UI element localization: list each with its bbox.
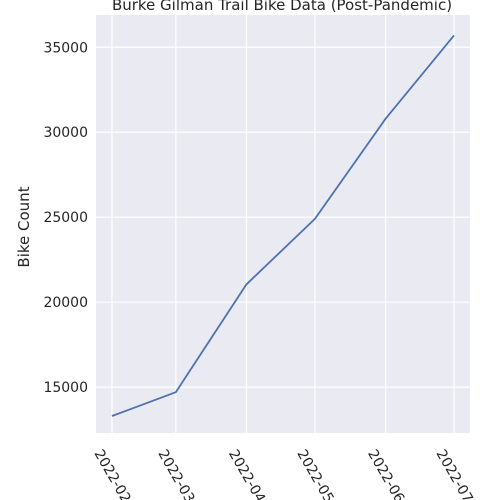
- y-tick-label-1: 20000: [43, 295, 88, 311]
- grid-lines: [96, 15, 470, 433]
- series-layer: [111, 34, 455, 417]
- y-tick-label-2: 25000: [43, 210, 88, 226]
- x-tick-label-0: 2022-02: [90, 447, 133, 500]
- plot-area: [96, 15, 470, 433]
- chart-title: Burke Gilman Trail Bike Data (Post-Pande…: [112, 0, 452, 14]
- x-tick-label-1: 2022-03: [154, 447, 197, 500]
- x-tick-label-5: 2022-07: [433, 447, 476, 500]
- y-tick-label-0: 15000: [43, 380, 88, 396]
- x-tick-label-2: 2022-04: [225, 447, 268, 500]
- series-line-0: [111, 34, 455, 417]
- y-tick-label-4: 35000: [43, 40, 88, 56]
- y-tick-labels: 15000 20000 25000 30000 35000: [43, 40, 88, 396]
- y-tick-label-3: 30000: [43, 125, 88, 141]
- y-axis-label: Bike Count: [15, 186, 33, 267]
- x-tick-labels: 2022-02 2022-03 2022-04 2022-05 2022-06 2022-…: [90, 447, 475, 500]
- x-tick-label-4: 2022-06: [364, 447, 407, 500]
- x-tick-label-3: 2022-05: [293, 447, 336, 500]
